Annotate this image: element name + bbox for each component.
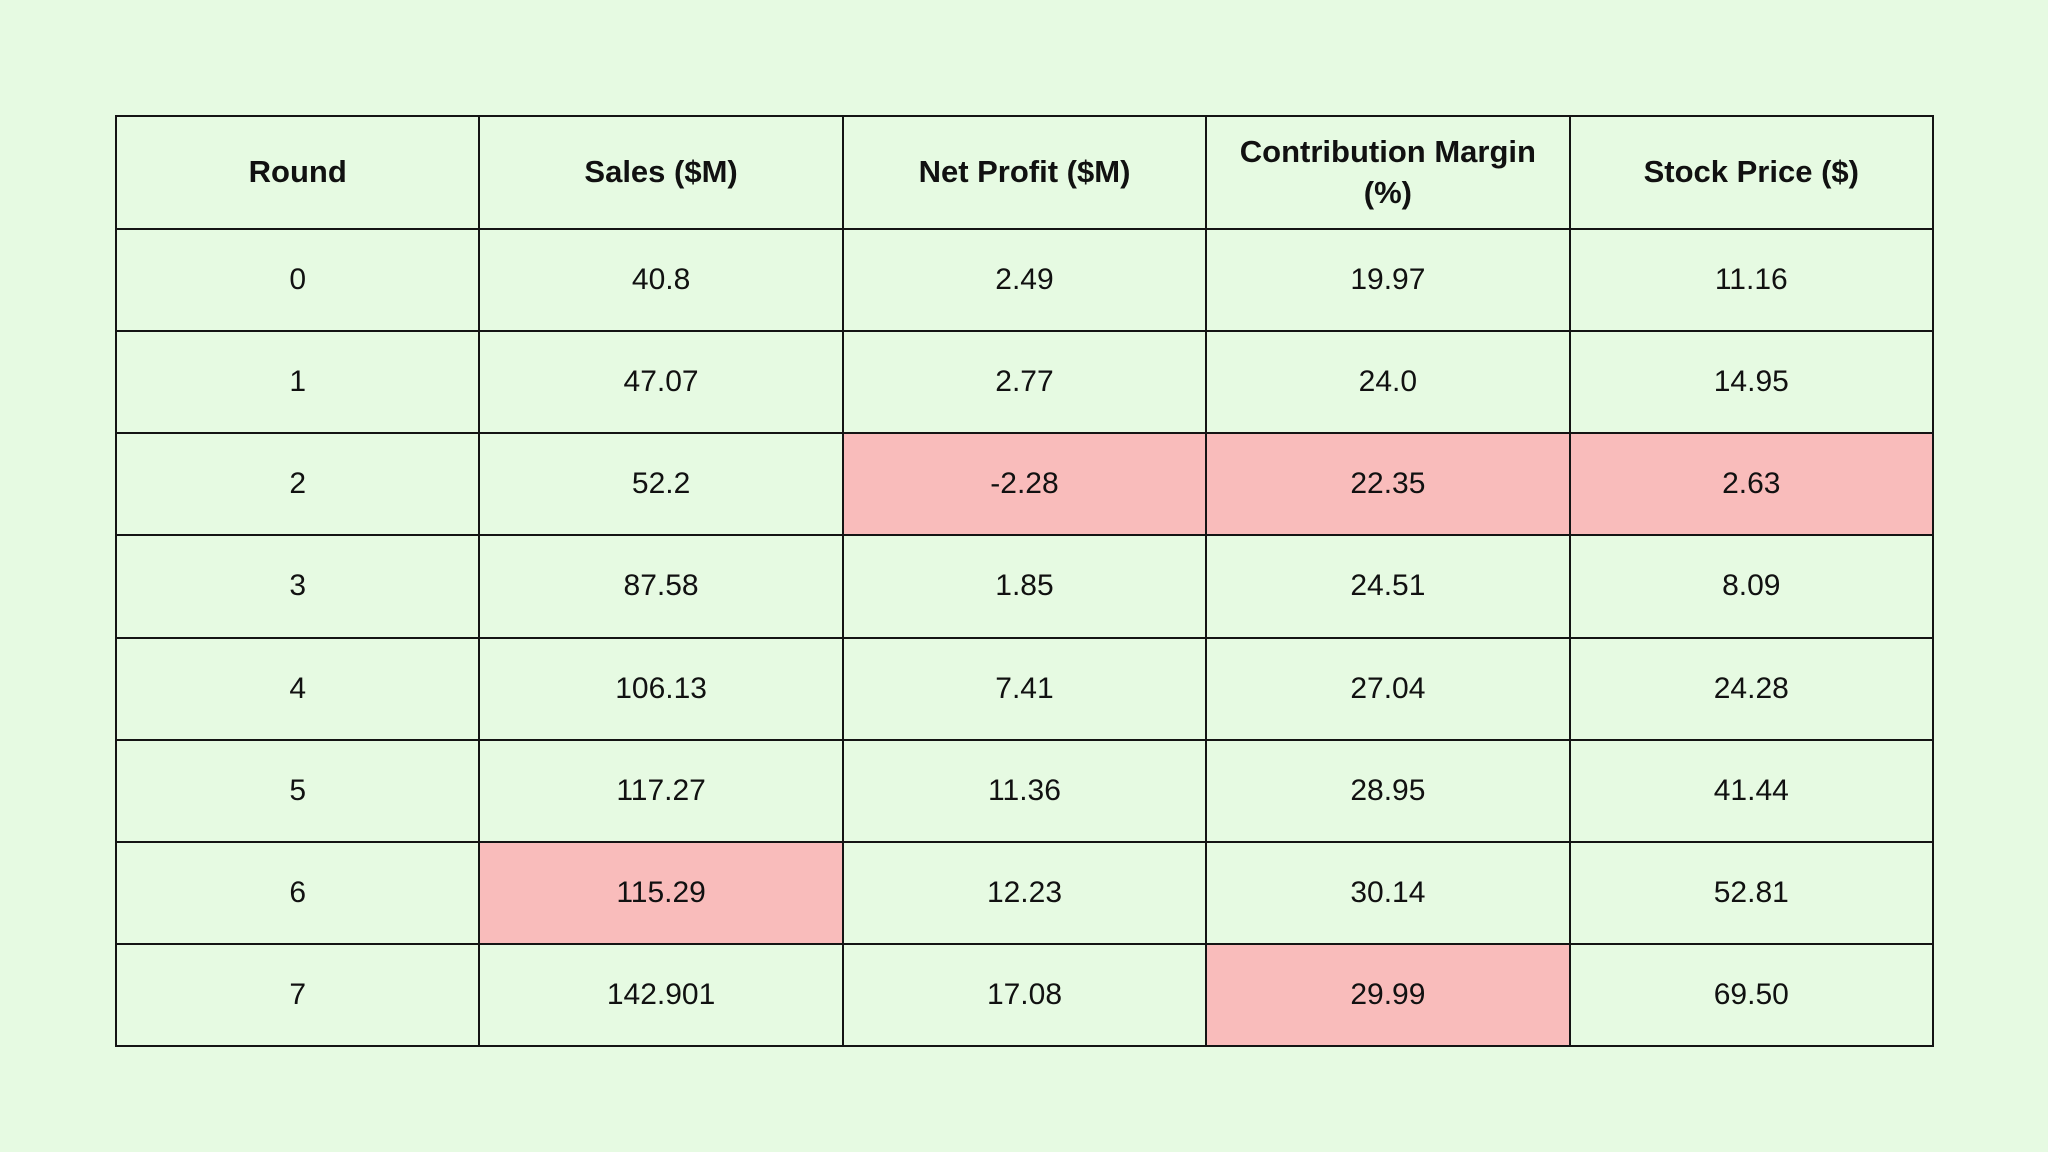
cell-r6-c3: 30.14 — [1205, 840, 1571, 945]
table-row-5: 5 117.27 11.36 28.95 41.44 — [114, 738, 1935, 843]
cell-r1-c0: 1 — [114, 330, 481, 435]
column-header-1: Sales ($M) — [478, 115, 844, 230]
table-row-7: 7 142.901 17.08 29.99 69.50 — [114, 942, 1935, 1048]
cell-r3-c0: 3 — [114, 534, 481, 639]
table-body: 0 40.8 2.49 19.97 11.16 1 47.07 2.77 24.0 14.95 2 5… — [114, 227, 1935, 1048]
column-header-2: Net Profit ($M) — [841, 115, 1208, 230]
cell-r3-c1: 87.58 — [478, 534, 844, 639]
cell-r3-c3: 24.51 — [1205, 534, 1571, 639]
results-table: Round Sales ($M) Net Profit ($M) Contributi… — [114, 115, 1935, 1048]
cell-r2-c4: 2.63 — [1568, 432, 1935, 537]
cell-r4-c3: 27.04 — [1205, 636, 1571, 741]
cell-r5-c0: 5 — [114, 738, 481, 843]
cell-r0-c0: 0 — [114, 227, 481, 333]
cell-r1-c3: 24.0 — [1205, 330, 1571, 435]
cell-r7-c1: 142.901 — [478, 942, 844, 1048]
cell-r6-c4: 52.81 — [1568, 840, 1935, 945]
cell-r5-c3: 28.95 — [1205, 738, 1571, 843]
cell-r2-c2: -2.28 — [841, 432, 1208, 537]
table-row-6: 6 115.29 12.23 30.14 52.81 — [114, 840, 1935, 945]
table-header: Round Sales ($M) Net Profit ($M) Contributi… — [114, 115, 1935, 230]
header-row: Round Sales ($M) Net Profit ($M) Contributi… — [114, 115, 1935, 230]
table-row-4: 4 106.13 7.41 27.04 24.28 — [114, 636, 1935, 741]
cell-r0-c1: 40.8 — [478, 227, 844, 333]
table-row-1: 1 47.07 2.77 24.0 14.95 — [114, 330, 1935, 435]
cell-r3-c2: 1.85 — [841, 534, 1208, 639]
column-header-0: Round — [114, 115, 481, 230]
cell-r2-c1: 52.2 — [478, 432, 844, 537]
cell-r4-c4: 24.28 — [1568, 636, 1935, 741]
cell-r4-c0: 4 — [114, 636, 481, 741]
cell-r1-c2: 2.77 — [841, 330, 1208, 435]
table-row-2: 2 52.2 -2.28 22.35 2.63 — [114, 432, 1935, 537]
cell-r6-c0: 6 — [114, 840, 481, 945]
cell-r4-c2: 7.41 — [841, 636, 1208, 741]
cell-r6-c2: 12.23 — [841, 840, 1208, 945]
cell-r0-c2: 2.49 — [841, 227, 1208, 333]
cell-r3-c4: 8.09 — [1568, 534, 1935, 639]
cell-r6-c1: 115.29 — [478, 840, 844, 945]
cell-r7-c2: 17.08 — [841, 942, 1208, 1048]
table-row-0: 0 40.8 2.49 19.97 11.16 — [114, 227, 1935, 333]
cell-r5-c2: 11.36 — [841, 738, 1208, 843]
cell-r5-c4: 41.44 — [1568, 738, 1935, 843]
cell-r1-c4: 14.95 — [1568, 330, 1935, 435]
table-row-3: 3 87.58 1.85 24.51 8.09 — [114, 534, 1935, 639]
cell-r4-c1: 106.13 — [478, 636, 844, 741]
cell-r2-c3: 22.35 — [1205, 432, 1571, 537]
cell-r7-c4: 69.50 — [1568, 942, 1935, 1048]
cell-r7-c0: 7 — [114, 942, 481, 1048]
cell-r7-c3: 29.99 — [1205, 942, 1571, 1048]
cell-r5-c1: 117.27 — [478, 738, 844, 843]
column-header-4: Stock Price ($) — [1568, 115, 1935, 230]
cell-r1-c1: 47.07 — [478, 330, 844, 435]
cell-r2-c0: 2 — [114, 432, 481, 537]
column-header-3: Contribution Margin (%) — [1205, 115, 1571, 230]
cell-r0-c4: 11.16 — [1568, 227, 1935, 333]
cell-r0-c3: 19.97 — [1205, 227, 1571, 333]
